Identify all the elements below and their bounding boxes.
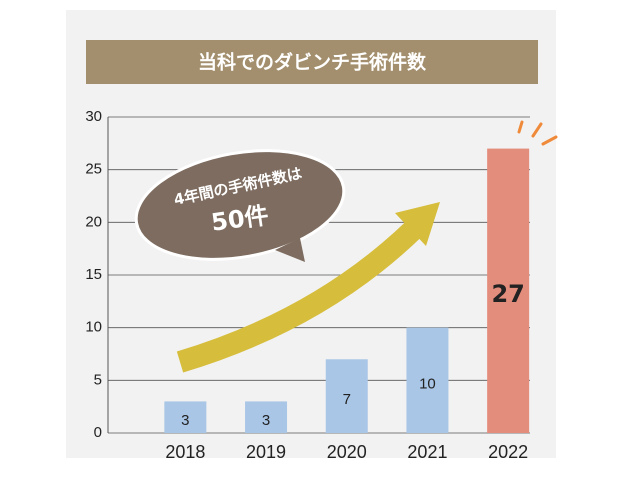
x-tick-label: 2020: [327, 442, 367, 462]
value-label: 27: [491, 280, 524, 308]
x-tick-label: 2019: [246, 442, 286, 462]
arrow-head: [395, 202, 440, 246]
x-tick-label: 2018: [165, 442, 205, 462]
decoration: 4年間の手術件数は 50件: [134, 120, 558, 373]
y-tick-label: 20: [85, 213, 102, 230]
bar: [164, 401, 207, 433]
title-banner: [86, 40, 538, 84]
spark: [531, 122, 543, 138]
bubble-tail: [275, 238, 305, 262]
value-label: 3: [262, 412, 270, 429]
x-tick-label: 2022: [488, 442, 528, 462]
value-label: 3: [181, 412, 189, 429]
bar: [406, 327, 449, 433]
y-tick-label: 30: [85, 108, 102, 125]
spark: [541, 135, 558, 146]
bubble: [134, 149, 346, 261]
x-tick-label: 2021: [407, 442, 447, 462]
y-tick-label: 25: [85, 161, 102, 178]
y-tick-label: 5: [94, 371, 102, 388]
bar: [325, 359, 368, 433]
y-tick-label: 15: [85, 266, 102, 283]
spark: [517, 120, 524, 134]
chart-title: 当科でのダビンチ手術件数: [198, 51, 427, 74]
value-label: 10: [419, 375, 436, 392]
value-label: 7: [343, 391, 351, 408]
y-tick-label: 0: [94, 424, 102, 441]
bar: [487, 148, 530, 433]
y-tick-label: 10: [85, 319, 102, 336]
arrow-shaft: [176, 220, 423, 373]
bar: [245, 401, 288, 433]
